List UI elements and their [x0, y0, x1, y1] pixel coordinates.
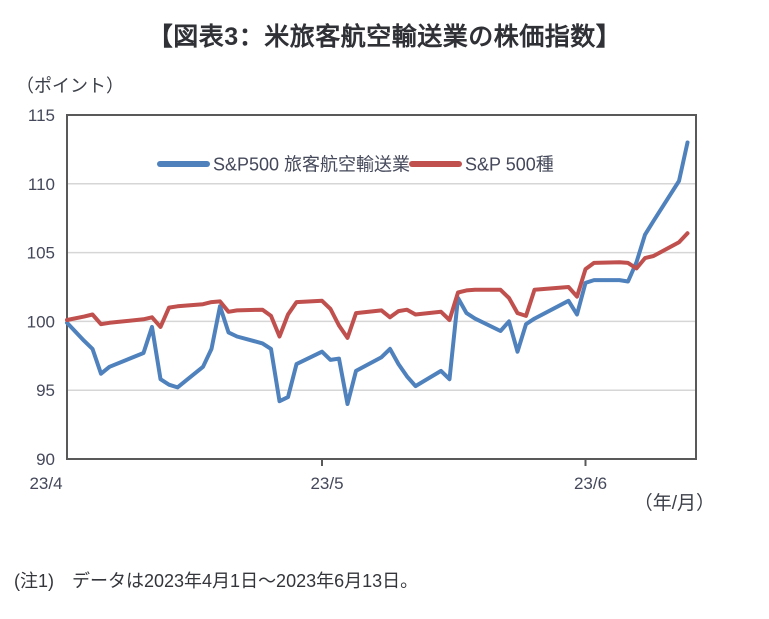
y-axis-unit-label: （ポイント）: [16, 76, 124, 96]
y-tick-label: 105: [27, 244, 55, 263]
sp500-index-line: [65, 231, 690, 340]
x-axis-unit-label: （年/月）: [633, 493, 715, 514]
footnotes: (注1) データは2023年4月1日～2023年6月13日。 (注2) 2023…: [14, 511, 593, 619]
y-tick-label: 110: [28, 175, 55, 194]
plot-border: [66, 114, 697, 460]
x-tick-label: 23/6: [574, 474, 607, 493]
x-tick-label: 23/5: [310, 474, 343, 493]
legend-label-sp500: S&P 500種: [465, 155, 554, 175]
legend-label-airline: S&P500 旅客航空輸送業: [213, 155, 410, 175]
footnote-1: (注1) データは2023年4月1日～2023年6月13日。: [14, 571, 419, 591]
y-tick-label: 95: [36, 381, 55, 400]
y-tick-label: 115: [28, 106, 55, 125]
y-tick-label: 90: [36, 450, 55, 469]
x-tick-label: 23/4: [29, 474, 62, 493]
y-tick-label: 100: [27, 312, 55, 331]
chart-title: 【図表3：米旅客航空輸送業の株価指数】: [147, 23, 622, 51]
airline-index-line: [65, 140, 690, 406]
